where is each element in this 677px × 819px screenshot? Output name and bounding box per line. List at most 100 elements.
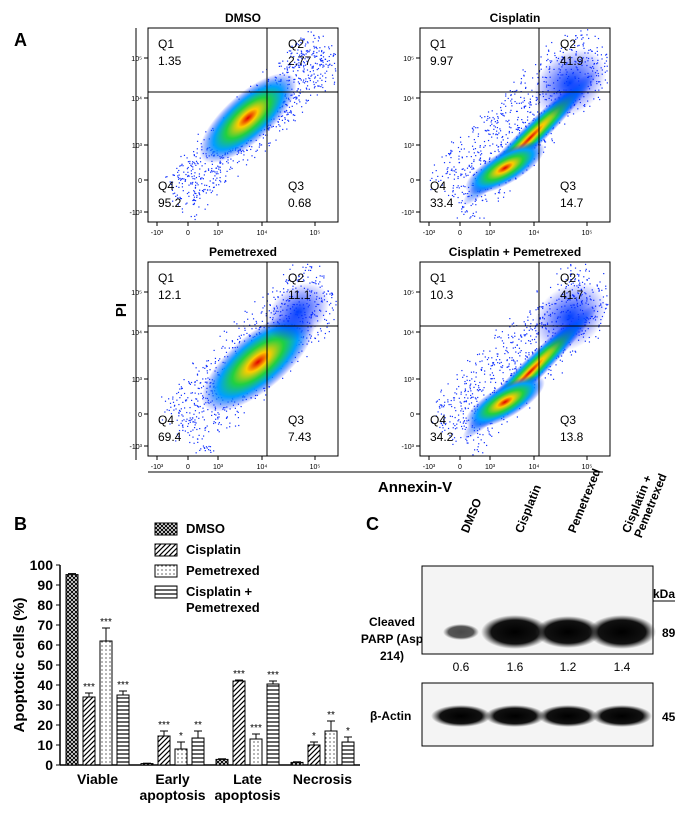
event-dot xyxy=(194,178,195,179)
event-dot xyxy=(476,211,477,212)
legend-label: Cisplatin + Pemetrexed xyxy=(186,584,286,616)
event-dot xyxy=(499,363,500,364)
event-dot xyxy=(194,216,195,217)
event-dot xyxy=(474,152,475,153)
event-dot xyxy=(216,194,217,195)
event-dot xyxy=(508,352,509,353)
event-dot xyxy=(513,323,514,324)
event-dot xyxy=(323,275,324,276)
event-dot xyxy=(218,414,219,415)
event-dot xyxy=(449,154,450,155)
event-dot xyxy=(531,104,532,105)
plot-title: Cisplatin + Pemetrexed xyxy=(449,245,581,259)
event-dot xyxy=(307,51,308,52)
event-dot xyxy=(202,438,203,439)
significance-label: ** xyxy=(194,720,202,731)
event-dot xyxy=(482,389,483,390)
event-dot xyxy=(208,360,209,361)
event-dot xyxy=(467,168,468,169)
event-dot xyxy=(309,89,310,90)
event-dot xyxy=(226,417,227,418)
event-dot xyxy=(196,195,197,196)
event-dot xyxy=(456,424,457,425)
event-dot xyxy=(453,166,454,167)
event-dot xyxy=(181,165,182,166)
event-dot xyxy=(256,323,257,324)
event-dot xyxy=(238,412,239,413)
event-dot xyxy=(320,78,321,79)
event-dot xyxy=(188,196,189,197)
event-dot xyxy=(207,370,208,371)
event-dot xyxy=(522,101,523,102)
event-dot xyxy=(503,104,504,105)
event-dot xyxy=(466,383,467,384)
event-dot xyxy=(512,341,513,342)
event-dot xyxy=(436,170,437,171)
blot-band xyxy=(443,624,479,640)
event-dot xyxy=(520,352,521,353)
event-dot xyxy=(530,323,531,324)
event-dot xyxy=(283,274,284,275)
event-dot xyxy=(328,291,329,292)
event-dot xyxy=(214,171,215,172)
event-dot xyxy=(190,165,191,166)
event-dot xyxy=(477,437,478,438)
event-dot xyxy=(220,336,221,337)
event-dot xyxy=(484,370,485,371)
event-dot xyxy=(456,187,457,188)
event-dot xyxy=(192,417,193,418)
event-dot xyxy=(598,338,599,339)
event-dot xyxy=(208,431,209,432)
plot-title: Cisplatin xyxy=(490,11,541,25)
event-dot xyxy=(217,417,218,418)
event-dot xyxy=(494,378,495,379)
event-dot xyxy=(225,180,226,181)
event-dot xyxy=(331,295,332,296)
event-dot xyxy=(199,173,200,174)
event-dot xyxy=(293,119,294,120)
event-dot xyxy=(492,372,493,373)
event-dot xyxy=(507,121,508,122)
event-dot xyxy=(497,353,498,354)
event-dot xyxy=(187,157,188,158)
event-dot xyxy=(606,305,607,306)
event-dot xyxy=(514,124,515,125)
event-dot xyxy=(521,340,522,341)
event-dot xyxy=(468,391,469,392)
event-dot xyxy=(188,185,189,186)
quadrant-value: 7.43 xyxy=(288,430,312,444)
event-dot xyxy=(454,407,455,408)
event-dot xyxy=(475,363,476,364)
event-dot xyxy=(196,416,197,417)
event-dot xyxy=(314,73,315,74)
event-dot xyxy=(439,406,440,407)
event-dot xyxy=(269,145,270,146)
event-dot xyxy=(459,202,460,203)
x-tick-label: 10⁵ xyxy=(310,230,321,237)
event-dot xyxy=(527,316,528,317)
event-dot xyxy=(597,51,598,52)
event-dot xyxy=(178,170,179,171)
event-dot xyxy=(469,403,470,404)
event-dot xyxy=(496,113,497,114)
event-dot xyxy=(211,363,212,364)
event-dot xyxy=(506,360,507,361)
event-dot xyxy=(320,86,321,87)
event-dot xyxy=(265,394,266,395)
event-dot xyxy=(189,163,190,164)
event-dot xyxy=(471,165,472,166)
blot-band xyxy=(431,705,491,727)
event-dot xyxy=(194,384,195,385)
event-dot xyxy=(243,159,244,160)
event-dot xyxy=(490,153,491,154)
event-dot xyxy=(298,78,299,79)
y-tick-label: 50 xyxy=(37,657,53,673)
event-dot xyxy=(270,142,271,143)
y-tick-label: 90 xyxy=(37,577,53,593)
event-dot xyxy=(314,86,315,87)
event-dot xyxy=(236,323,237,324)
event-dot xyxy=(466,175,467,176)
event-dot xyxy=(504,192,505,193)
event-dot xyxy=(212,171,213,172)
event-dot xyxy=(493,125,494,126)
